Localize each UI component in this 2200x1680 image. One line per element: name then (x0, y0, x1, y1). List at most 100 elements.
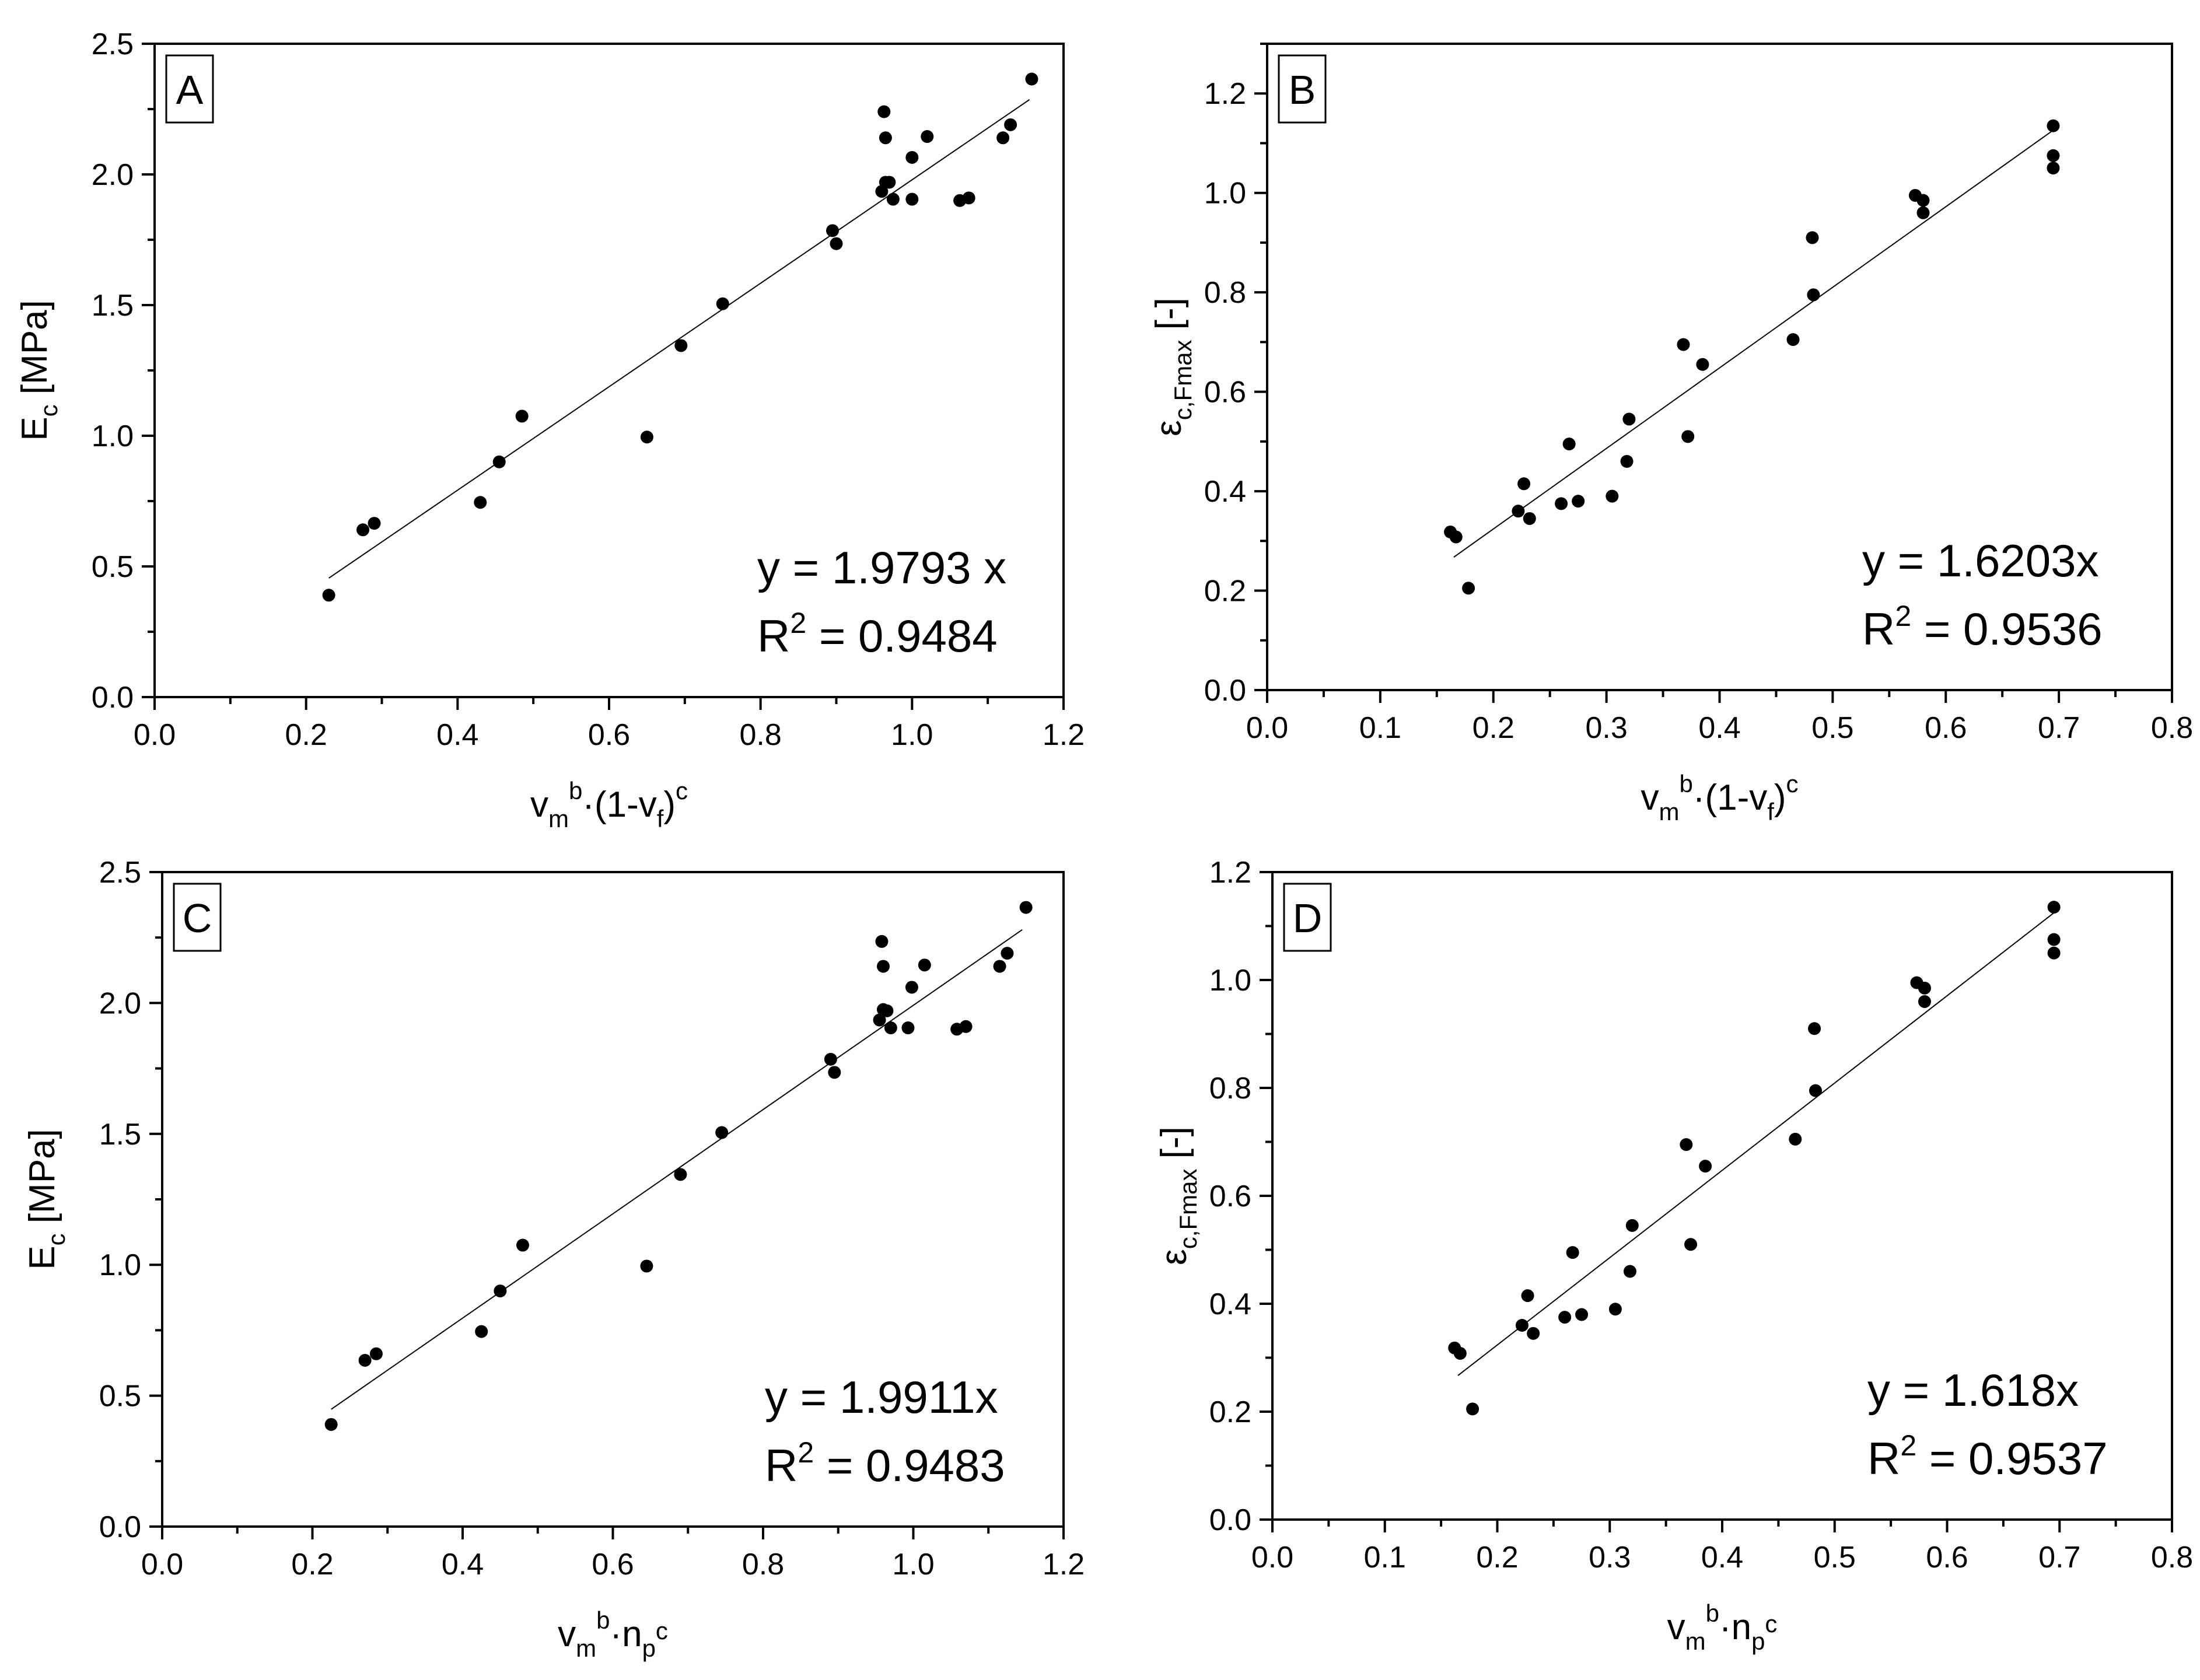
y-tick-label-c: 2.0 (99, 986, 141, 1020)
r-squared-b: R2 = 0.9536 (1862, 600, 2103, 654)
x-axis-label-a: vmb·(1-vf)c (530, 777, 688, 832)
r-squared-d: R2 = 0.9537 (1867, 1429, 2108, 1484)
x-tick-label-d: 0.5 (1814, 1541, 1856, 1574)
data-point-a (905, 192, 919, 206)
y-axis-label-c: Ec [MPa] (22, 1129, 70, 1270)
data-point-a (877, 105, 891, 118)
y-tick-label-a: 2.0 (92, 158, 134, 192)
fit-equation-d: y = 1.618x (1867, 1364, 2079, 1416)
y-tick-label-d: 1.0 (1209, 964, 1251, 998)
data-point-d (1809, 1084, 1822, 1097)
x-tick-label-b: 0.6 (1925, 711, 1967, 745)
data-point-a (883, 176, 896, 189)
x-tick-label-a: 1.2 (1043, 718, 1085, 752)
x-tick-label-b: 0.4 (1698, 711, 1740, 745)
data-point-d (1527, 1326, 1540, 1340)
data-point-b (1606, 489, 1619, 503)
data-point-a (716, 297, 729, 310)
y-axis-label-b: εc,Fmax [-] (1149, 298, 1197, 436)
data-point-d (1453, 1347, 1467, 1360)
data-point-d (1918, 981, 1931, 995)
panel-label-c: C (183, 895, 212, 941)
y-tick-label-d: 0.0 (1209, 1503, 1251, 1537)
data-point-d (1466, 1402, 1480, 1416)
data-point-d (2047, 946, 2061, 960)
x-tick-label-b: 0.7 (2038, 711, 2080, 745)
x-tick-label-d: 0.8 (2151, 1541, 2193, 1574)
data-point-a (674, 339, 688, 352)
data-point-b (1517, 477, 1531, 491)
y-tick-label-b: 0.4 (1204, 475, 1246, 509)
data-point-a (826, 224, 840, 237)
x-tick-label-b: 0.3 (1585, 711, 1627, 745)
data-point-c (959, 1020, 973, 1033)
y-axis-label-d: εc,Fmax [-] (1154, 1126, 1202, 1265)
x-tick-label-d: 0.3 (1589, 1541, 1631, 1574)
x-tick-label-a: 0.8 (740, 718, 782, 752)
x-tick-label-d: 0.6 (1926, 1541, 1968, 1574)
data-point-a (962, 191, 975, 205)
r-squared-a: R2 = 0.9484 (757, 607, 998, 662)
y-tick-label-a: 1.5 (92, 289, 134, 323)
data-point-d (1623, 1265, 1636, 1278)
data-point-c (993, 960, 1006, 973)
data-point-d (2047, 933, 2061, 946)
data-point-b (1677, 338, 1690, 351)
y-tick-label-c: 1.5 (99, 1118, 141, 1152)
data-point-a (640, 430, 653, 444)
panel-label-box-a (165, 54, 214, 124)
x-tick-label-d: 0.2 (1476, 1541, 1518, 1574)
y-tick-label-c: 0.0 (99, 1510, 141, 1544)
data-point-b (1786, 333, 1800, 346)
y-tick-label-a: 2.5 (92, 27, 134, 61)
x-tick-label-b: 0.5 (1811, 711, 1853, 745)
panel-label-b: B (1289, 67, 1316, 113)
data-point-d (1808, 1022, 1821, 1035)
y-tick-label-b: 0.8 (1204, 276, 1246, 310)
data-point-c (494, 1284, 507, 1298)
fit-line-d (1457, 912, 2055, 1376)
data-point-b (1696, 358, 1709, 371)
y-tick-label-d: 0.2 (1209, 1395, 1251, 1429)
r-squared-c: R2 = 0.9483 (765, 1436, 1005, 1491)
x-tick-label-a: 0.4 (436, 718, 478, 752)
x-axis-label-b: vmb·(1-vf)c (1641, 770, 1798, 825)
x-tick-label-d: 0.7 (2038, 1541, 2080, 1574)
data-point-c (1019, 901, 1033, 914)
data-point-b (1562, 438, 1576, 451)
y-tick-label-b: 0.0 (1204, 674, 1246, 708)
data-point-c (358, 1354, 372, 1367)
data-point-b (1572, 495, 1585, 508)
data-point-c (875, 935, 889, 948)
data-point-c (1001, 947, 1014, 960)
y-tick-label-d: 1.2 (1209, 856, 1251, 890)
data-point-c (824, 1052, 837, 1066)
data-point-b (1523, 512, 1536, 525)
fit-equation-a: y = 1.9793 x (757, 542, 1006, 593)
x-tick-label-a: 0.0 (134, 718, 176, 752)
data-point-d (1515, 1319, 1529, 1332)
x-axis-label-c: vmb·npc (558, 1606, 668, 1662)
data-point-c (918, 958, 931, 972)
data-point-c (369, 1347, 383, 1360)
panel-label-box-c (173, 883, 222, 952)
x-tick-label-b: 0.0 (1246, 711, 1288, 745)
x-tick-label-c: 0.8 (742, 1548, 784, 1581)
panel-c: 0.0 0.2 0.4 0.6 0.8 1.0 1.2 0.0 0.5 1.0 1.5 2.0 2.5 C… (22, 856, 1085, 1662)
x-tick-label-a: 0.2 (285, 718, 327, 752)
data-point-c (475, 1325, 488, 1338)
x-tick-label-c: 1.0 (892, 1548, 934, 1581)
data-point-b (1555, 497, 1568, 510)
fit-line-a (328, 99, 1030, 579)
data-point-a (492, 455, 506, 468)
panel-label-a: A (176, 67, 204, 113)
data-point-b (2047, 119, 2060, 132)
data-point-d (1789, 1132, 1802, 1146)
data-point-d (1608, 1303, 1622, 1316)
data-point-d (1684, 1238, 1698, 1251)
panel-label-box-d (1283, 883, 1332, 952)
fit-equation-c: y = 1.9911x (765, 1371, 998, 1423)
x-tick-label-c: 0.6 (592, 1548, 634, 1581)
data-point-a (830, 237, 843, 250)
data-point-a (474, 496, 487, 509)
